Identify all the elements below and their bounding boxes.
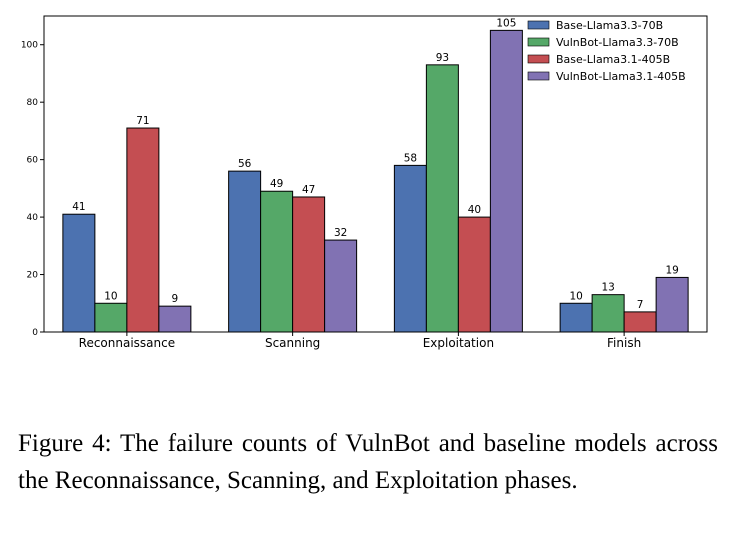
y-tick-label: 100 bbox=[21, 41, 38, 51]
bar-value-label: 40 bbox=[468, 204, 481, 216]
y-tick-label: 0 bbox=[32, 328, 38, 338]
bar-value-label: 10 bbox=[104, 290, 117, 302]
bar-value-label: 41 bbox=[72, 201, 85, 213]
bar-value-label: 10 bbox=[569, 290, 582, 302]
bar-value-label: 49 bbox=[270, 178, 283, 190]
bar bbox=[94, 302, 128, 333]
bar bbox=[655, 276, 689, 333]
bar-value-label: 9 bbox=[172, 293, 179, 305]
legend-label: Base-Llama3.3-70B bbox=[556, 19, 663, 32]
legend-label: Base-Llama3.1-405B bbox=[556, 53, 670, 66]
bar-value-label: 105 bbox=[496, 17, 516, 29]
y-tick-label: 60 bbox=[27, 156, 39, 166]
bar-value-label: 71 bbox=[136, 115, 149, 127]
bar-value-label: 19 bbox=[665, 264, 678, 276]
x-tick-label: Scanning bbox=[265, 336, 320, 350]
bar bbox=[292, 196, 326, 333]
y-tick-label: 20 bbox=[27, 271, 39, 281]
bar-value-label: 13 bbox=[601, 282, 614, 294]
figure-caption: Figure 4: The failure counts of VulnBot … bbox=[18, 430, 718, 494]
bar-value-label: 47 bbox=[302, 184, 315, 196]
y-tick-label: 80 bbox=[27, 98, 39, 108]
bar bbox=[623, 311, 657, 333]
legend-label: VulnBot-Llama3.3-70B bbox=[556, 36, 679, 49]
bar bbox=[324, 239, 358, 333]
bar bbox=[62, 213, 96, 333]
chart-area: 0 20 40 60 80 100 Reconnaissance 41 10 71 9 Scannin… bbox=[21, 15, 708, 350]
bar bbox=[489, 29, 523, 333]
x-tick-label: Exploitation bbox=[423, 336, 494, 350]
bar bbox=[228, 170, 262, 333]
bar bbox=[425, 64, 459, 333]
bar bbox=[393, 164, 427, 333]
y-tick-label: 40 bbox=[27, 213, 39, 223]
x-tick-label: Finish bbox=[607, 336, 641, 350]
bar bbox=[591, 294, 625, 333]
legend-label: VulnBot-Llama3.1-405B bbox=[556, 70, 686, 83]
bar-value-label: 7 bbox=[637, 299, 644, 311]
plot-frame bbox=[43, 15, 708, 333]
bar-value-label: 32 bbox=[334, 227, 347, 239]
bar-value-label: 58 bbox=[404, 152, 417, 164]
bar-value-label: 56 bbox=[238, 158, 252, 170]
bar bbox=[559, 302, 593, 333]
legend-swatch bbox=[527, 54, 550, 64]
legend-swatch bbox=[527, 71, 550, 81]
legend-swatch bbox=[527, 37, 550, 47]
legend-swatch bbox=[527, 20, 550, 30]
bar-chart: 020406080100Reconnaissance4110719Scannin… bbox=[21, 15, 708, 350]
bar bbox=[158, 305, 192, 333]
x-tick-label: Reconnaissance bbox=[79, 336, 175, 350]
bar bbox=[457, 216, 491, 333]
bar bbox=[126, 127, 160, 333]
bar-value-label: 93 bbox=[436, 52, 449, 64]
bar bbox=[260, 190, 294, 333]
